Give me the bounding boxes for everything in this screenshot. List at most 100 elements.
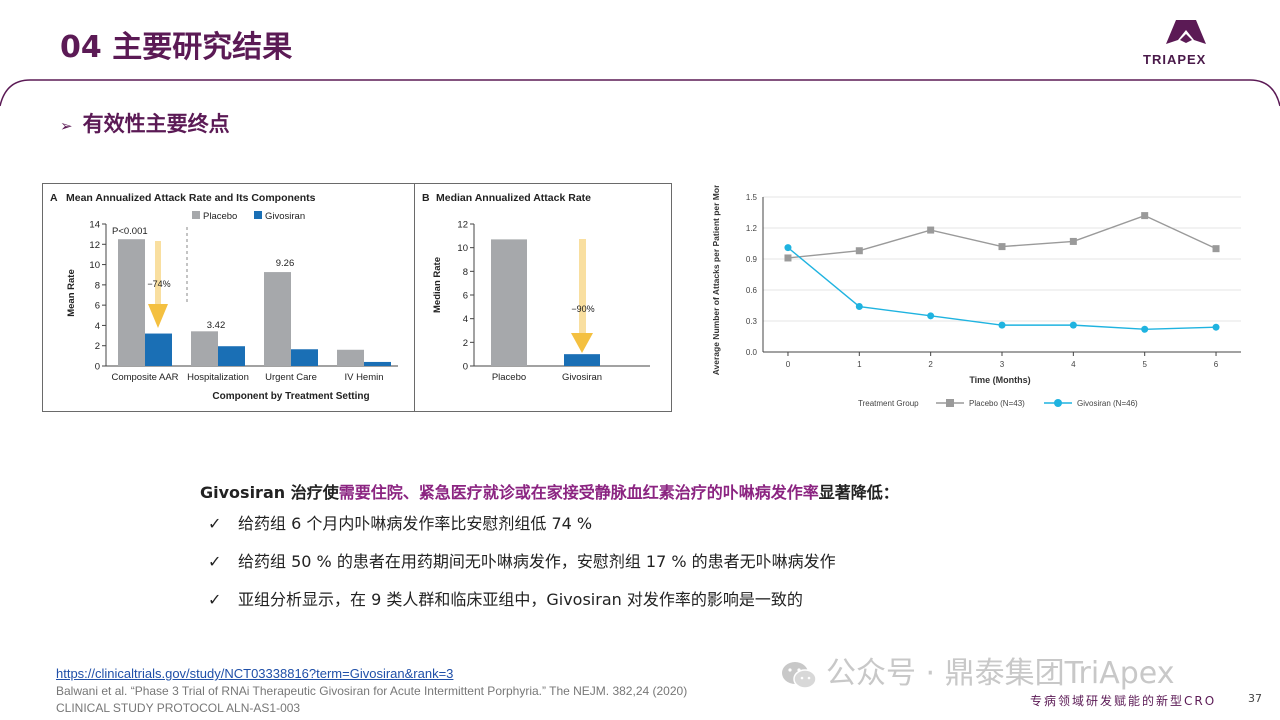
panel-b-ytick-label: 6 <box>463 291 468 302</box>
panel-b-letter: B <box>422 192 430 204</box>
bar-median-givosiran <box>564 354 600 366</box>
line-xlabel: Time (Months) <box>969 375 1030 385</box>
bar-placebo-3 <box>337 349 364 366</box>
panel-a-ytick-label: 4 <box>95 321 100 332</box>
line-xtick-label: 6 <box>1214 360 1219 369</box>
attack-rate-figure: A Mean Annualized Attack Rate and Its Co… <box>42 183 672 412</box>
point-givosiran-2 <box>927 312 935 320</box>
point-givosiran-5 <box>1141 325 1149 333</box>
legend-givosiran-swatch <box>254 211 262 219</box>
subtitle-text: 有效性主要终点 <box>82 112 230 136</box>
check-icon: ✓ <box>208 514 222 533</box>
legend-placebo-swatch <box>192 211 200 219</box>
summary-tail: 显著降低： <box>818 483 899 502</box>
page-number: 37 <box>1248 692 1262 705</box>
point-givosiran-1 <box>855 303 863 311</box>
triapex-logo <box>1166 20 1206 44</box>
panel-b-title: Median Annualized Attack Rate <box>436 192 591 204</box>
reduction-arrow-a-head <box>148 304 168 328</box>
point-placebo-3 <box>998 243 1006 251</box>
summary-statement: Givosiran 治疗使需要住院、紧急医疗就诊或在家接受静脉血红素治疗的卟啉病… <box>200 479 899 503</box>
line-ylabel: Average Number of Attacks per Patient pe… <box>711 185 721 375</box>
finding-item: ✓ 给药组 50 % 的患者在用药期间无卟啉病发作，安慰剂组 17 % 的患者无卟… <box>208 548 836 586</box>
references: https://clinicaltrials.gov/study/NCT0333… <box>56 665 687 717</box>
panel-a-category-label: Hospitalization <box>187 372 249 383</box>
bar-givosiran-3 <box>364 361 391 366</box>
point-placebo-0 <box>784 254 792 262</box>
protocol-text: CLINICAL STUDY PROTOCOL ALN-AS1-003 <box>56 701 301 715</box>
line-xtick-label: 1 <box>857 360 862 369</box>
hospitalization-value-label: 3.42 <box>207 320 226 331</box>
line-ytick-label: 0.0 <box>746 348 758 357</box>
reduction-label-a: −74% <box>147 279 170 289</box>
panel-a-ytick-label: 14 <box>89 220 100 231</box>
reduction-label-b: −90% <box>571 304 594 314</box>
header-divider <box>0 79 1280 107</box>
line-plot-area: 0.0 0.3 0.6 0.9 1.2 1.5 0 1 2 3 4 5 6 <box>746 193 1241 369</box>
attacks-over-time-chart: Average Number of Attacks per Patient pe… <box>711 185 1241 408</box>
point-placebo-1 <box>855 247 863 255</box>
clinicaltrials-link[interactable]: https://clinicaltrials.gov/study/NCT0333… <box>56 666 454 681</box>
line-xtick-label: 3 <box>1000 360 1005 369</box>
bar-givosiran-1 <box>218 346 245 366</box>
legend-placebo <box>936 399 964 407</box>
point-placebo-2 <box>927 226 935 234</box>
panel-b-ylabel: Median Rate <box>432 257 443 313</box>
bar-givosiran-0 <box>145 333 172 366</box>
panel-b-bars: 0 2 4 6 8 10 12 Placebo Givosiran <box>457 220 650 383</box>
bar-placebo-2 <box>264 272 291 366</box>
legend-placebo-text: Placebo (N=43) <box>969 399 1025 408</box>
series-line-givosiran <box>787 247 1217 330</box>
line-xtick-label: 4 <box>1071 360 1076 369</box>
point-givosiran-6 <box>1212 323 1220 331</box>
panel-a-ylabel: Mean Rate <box>66 269 77 317</box>
panel-a-ytick-label: 2 <box>95 341 100 352</box>
finding-item: ✓ 亚组分析显示，在 9 类人群和临床亚组中，Givosiran 对发作率的影响是… <box>208 586 836 624</box>
legend-title: Treatment Group <box>858 399 919 408</box>
legend-givosiran-label: Givosiran <box>265 211 305 222</box>
panel-a-ytick-label: 0 <box>95 362 100 373</box>
panel-a-letter: A <box>50 192 58 204</box>
panel-a-category-label: Composite AAR <box>111 372 178 383</box>
wechat-icon <box>782 661 817 689</box>
citation-text: Balwani et al. “Phase 3 Trial of RNAi Th… <box>56 684 688 698</box>
summary-lead: Givosiran 治疗使 <box>200 483 339 502</box>
summary-highlight: 需要住院、紧急医疗就诊或在家接受静脉血红素治疗的卟啉病发作率 <box>338 483 819 502</box>
panel-a-category-label: IV Hemin <box>344 372 383 383</box>
legend-givosiran-text: Givosiran (N=46) <box>1077 399 1138 408</box>
logo-text: TRIAPEX <box>1143 52 1207 67</box>
wechat-watermark: 公众号 · 鼎泰集团TriApex <box>780 648 1174 692</box>
bar-median-placebo <box>491 239 527 366</box>
point-givosiran-0 <box>784 244 792 252</box>
finding-text: 给药组 6 个月内卟啉病发作率比安慰剂组低 74 % <box>238 514 593 533</box>
bar-givosiran-2 <box>291 349 318 366</box>
point-placebo-6 <box>1212 245 1220 253</box>
footer-slogan: 专病领域研发赋能的新型CRO <box>1030 694 1217 708</box>
panel-a-category-label: Urgent Care <box>265 372 317 383</box>
line-ytick-label: 0.3 <box>746 317 758 326</box>
line-xtick-label: 0 <box>786 360 791 369</box>
point-givosiran-3 <box>998 321 1006 329</box>
finding-text: 亚组分析显示，在 9 类人群和临床亚组中，Givosiran 对发作率的影响是一… <box>238 590 803 609</box>
panel-a-ytick-label: 10 <box>89 260 100 271</box>
panel-b-ytick-label: 10 <box>457 243 468 254</box>
legend-givosiran <box>1044 399 1072 407</box>
panel-a-bars: 0 2 4 6 8 10 12 14 Composite AAR Hospitalization U… <box>89 220 398 383</box>
reduction-arrow-a-shaft <box>155 241 161 304</box>
bar-placebo-0 <box>118 239 145 366</box>
series-line-placebo <box>787 214 1217 259</box>
panel-b-ytick-label: 0 <box>463 362 468 373</box>
p-value-label: P<0.001 <box>112 226 148 237</box>
page-title: 04 主要研究结果 <box>60 30 293 65</box>
legend-placebo-label: Placebo <box>203 211 237 222</box>
line-ytick-label: 1.2 <box>746 224 758 233</box>
panel-a-frame <box>42 183 415 412</box>
urgent-care-value-label: 9.26 <box>276 258 295 269</box>
check-icon: ✓ <box>208 590 222 609</box>
point-givosiran-4 <box>1069 321 1077 329</box>
findings-list: ✓ 给药组 6 个月内卟啉病发作率比安慰剂组低 74 % ✓ 给药组 50 % 的患… <box>208 510 836 624</box>
panel-a-ytick-label: 8 <box>95 280 100 291</box>
panel-b-frame <box>414 183 672 412</box>
line-ytick-label: 0.6 <box>746 286 758 295</box>
arrow-icon: ➢ <box>60 117 73 135</box>
